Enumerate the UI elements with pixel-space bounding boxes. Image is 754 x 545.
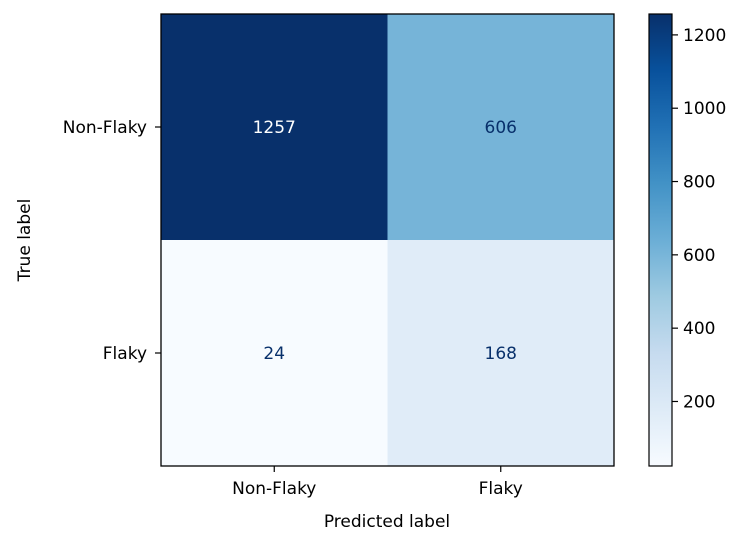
colorbar-tick-label: 400 bbox=[683, 319, 715, 339]
heatmap-cell bbox=[387, 240, 615, 467]
cell-value-label: 606 bbox=[485, 118, 517, 138]
heatmap-cell bbox=[161, 240, 388, 467]
cell-value-label: 1257 bbox=[253, 118, 296, 138]
y-tick-label: Flaky bbox=[103, 344, 147, 364]
y-axis-ticks: Non-Flaky Flaky bbox=[63, 118, 161, 364]
x-tick-label: Flaky bbox=[479, 479, 523, 499]
x-tick-label: Non-Flaky bbox=[232, 479, 316, 499]
heatmap-cell bbox=[161, 14, 388, 241]
x-axis-label: Predicted label bbox=[324, 512, 450, 532]
colorbar-tick-label: 600 bbox=[683, 246, 715, 266]
colorbar-tick-label: 800 bbox=[683, 173, 715, 193]
x-axis-ticks: Non-Flaky Flaky bbox=[232, 466, 523, 499]
y-axis-label: True label bbox=[15, 199, 35, 283]
cell-value-label: 24 bbox=[263, 344, 285, 364]
colorbar-ticks: 200 400 600 800 1000 1200 bbox=[672, 26, 726, 412]
colorbar-tick-label: 1200 bbox=[683, 26, 726, 46]
heatmap-cell bbox=[387, 14, 615, 241]
plot-frame bbox=[160, 13, 615, 467]
heatmap-cells: 1257 606 24 168 bbox=[161, 14, 615, 467]
colorbar-tick-label: 200 bbox=[683, 392, 715, 412]
colorbar-tick-label: 1000 bbox=[683, 99, 726, 119]
y-tick-label: Non-Flaky bbox=[63, 118, 147, 138]
cell-value-label: 168 bbox=[485, 344, 517, 364]
colorbar bbox=[648, 13, 673, 467]
